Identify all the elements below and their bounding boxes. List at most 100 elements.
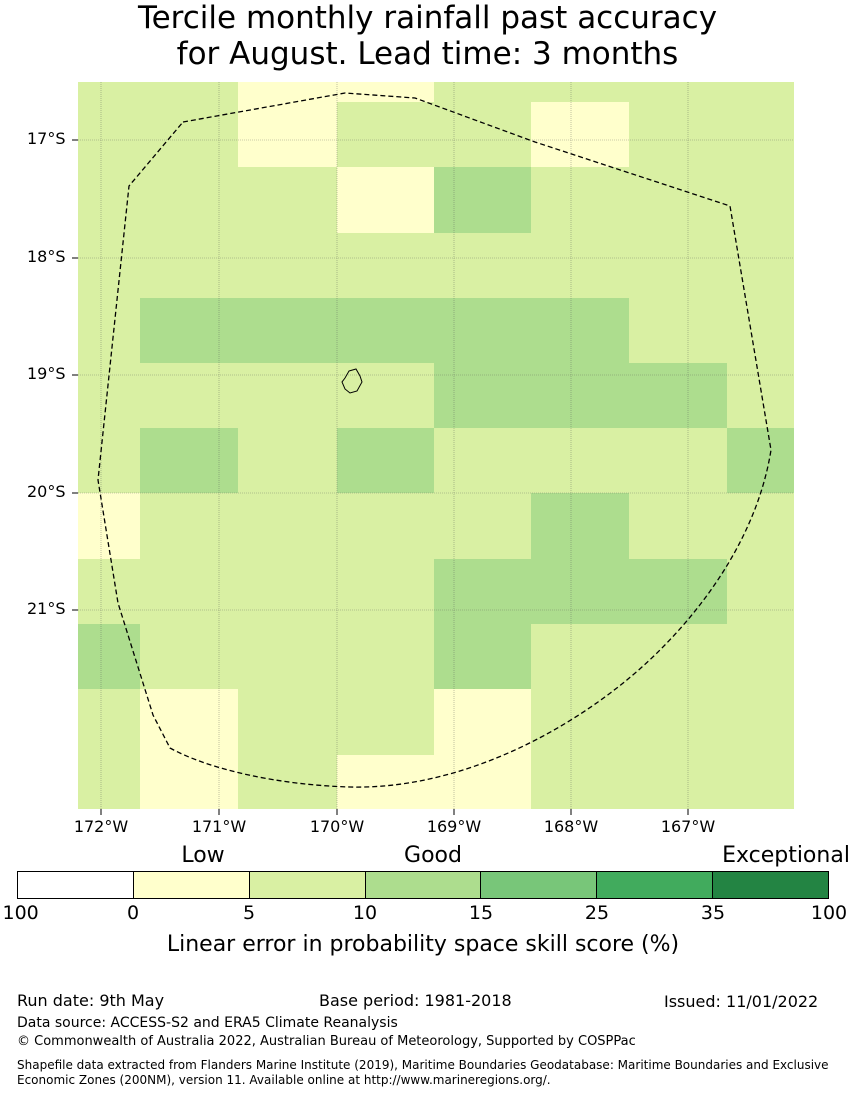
graticule xyxy=(78,82,794,809)
grid-cell xyxy=(238,493,337,559)
grid-cell xyxy=(727,493,794,559)
colorbar-tick-label: 100 xyxy=(2,902,39,924)
grid-cell xyxy=(140,82,238,102)
grid-cell xyxy=(629,82,727,102)
grid-cell xyxy=(337,493,434,559)
grid-cell xyxy=(531,233,629,298)
grid-cell xyxy=(337,102,434,167)
colorbar-segment xyxy=(365,872,482,898)
grid-cell xyxy=(434,493,531,559)
grid-cell xyxy=(140,233,238,298)
grid-cell xyxy=(531,298,629,363)
grid-cell xyxy=(727,167,794,233)
grid-cell xyxy=(238,102,337,167)
grid-cell xyxy=(629,755,727,809)
grid-cell xyxy=(531,755,629,809)
grid-cell xyxy=(531,363,629,428)
colorbar-segment xyxy=(249,872,366,898)
grid-cell xyxy=(78,559,140,624)
grid-cell xyxy=(337,233,434,298)
colorbar-tick-label: 0 xyxy=(126,902,140,924)
grid-cell xyxy=(238,82,337,102)
grid-cell xyxy=(337,624,434,689)
grid-cell xyxy=(629,493,727,559)
lat-label-20s: 20°S xyxy=(27,482,66,501)
map-title-line2: for August. Lead time: 3 months xyxy=(176,36,679,72)
grid-cell xyxy=(727,755,794,809)
lon-label-170w: 170°W xyxy=(309,817,365,836)
grid-cell xyxy=(238,233,337,298)
grid-cell xyxy=(531,624,629,689)
grid-cell xyxy=(727,689,794,755)
grid-cell xyxy=(140,102,238,167)
grid-cell xyxy=(531,493,629,559)
grid-cell xyxy=(629,167,727,233)
lon-label-171w: 171°W xyxy=(191,817,247,836)
lat-label-17s: 17°S xyxy=(27,129,66,148)
colorbar-segment xyxy=(597,872,714,898)
grid-cell xyxy=(727,363,794,428)
lon-label-168w: 168°W xyxy=(543,817,599,836)
grid-cell xyxy=(238,363,337,428)
niue-island-outline xyxy=(341,368,363,394)
grid-cell xyxy=(337,428,434,493)
lon-label-167w: 167°W xyxy=(660,817,716,836)
colorbar-segment xyxy=(133,872,250,898)
grid-cell xyxy=(727,102,794,167)
legend-category-good: Good xyxy=(404,843,462,868)
grid-cell xyxy=(434,559,531,624)
grid-cell xyxy=(78,233,140,298)
grid-cell xyxy=(337,167,434,233)
grid-cell xyxy=(629,233,727,298)
grid-cell xyxy=(337,82,434,102)
grid-cell xyxy=(434,624,531,689)
colorbar-title: Linear error in probability space skill … xyxy=(166,932,680,957)
colorbar-tick-label: 100 xyxy=(810,902,848,924)
grid-cell xyxy=(629,689,727,755)
run-date: Run date: 9th May xyxy=(17,991,165,1010)
grid-cell xyxy=(140,689,238,755)
grid-cell xyxy=(629,102,727,167)
grid-cell xyxy=(78,102,140,167)
grid-cell xyxy=(140,363,238,428)
grid-cell xyxy=(78,298,140,363)
issued-date: Issued: 11/01/2022 xyxy=(664,992,819,1011)
grid-cell xyxy=(531,428,629,493)
grid-cell xyxy=(434,102,531,167)
grid-cell xyxy=(629,428,727,493)
copyright-notice: © Commonwealth of Australia 2022, Austra… xyxy=(17,1034,636,1049)
shapefile-credit-line2: Economic Zones (200NM), version 11. Avai… xyxy=(17,1073,551,1087)
grid-cell xyxy=(434,82,531,102)
grid-cell xyxy=(78,689,140,755)
legend-category-exceptional: Exceptional xyxy=(722,843,850,868)
grid-cell xyxy=(727,624,794,689)
colorbar-segment xyxy=(481,872,598,898)
grid-cell xyxy=(629,624,727,689)
grid-cell xyxy=(337,363,434,428)
rainfall-accuracy-map xyxy=(72,82,794,815)
colorbar-segment xyxy=(713,872,829,898)
grid-cell xyxy=(629,363,727,428)
grid-cell xyxy=(434,689,531,755)
lon-label-169w: 169°W xyxy=(426,817,482,836)
colorbar-tick-label: 10 xyxy=(352,902,378,924)
grid-cell xyxy=(238,689,337,755)
colorbar-tick-label: 5 xyxy=(242,902,256,924)
grid-cell xyxy=(531,167,629,233)
grid-cell xyxy=(140,167,238,233)
grid-cell xyxy=(78,428,140,493)
grid-cell xyxy=(727,428,794,493)
grid-cell xyxy=(238,167,337,233)
grid-cell xyxy=(337,559,434,624)
grid-cell xyxy=(727,298,794,363)
grid-cell xyxy=(78,624,140,689)
shapefile-credit-line1: Shapefile data extracted from Flanders M… xyxy=(17,1058,829,1072)
grid-cell xyxy=(78,167,140,233)
grid-cell xyxy=(238,559,337,624)
grid-cell xyxy=(238,428,337,493)
grid-cell xyxy=(140,624,238,689)
base-period: Base period: 1981-2018 xyxy=(319,991,512,1010)
data-source: Data source: ACCESS-S2 and ERA5 Climate … xyxy=(17,1015,398,1031)
grid-cell xyxy=(78,493,140,559)
grid-cell xyxy=(337,689,434,755)
